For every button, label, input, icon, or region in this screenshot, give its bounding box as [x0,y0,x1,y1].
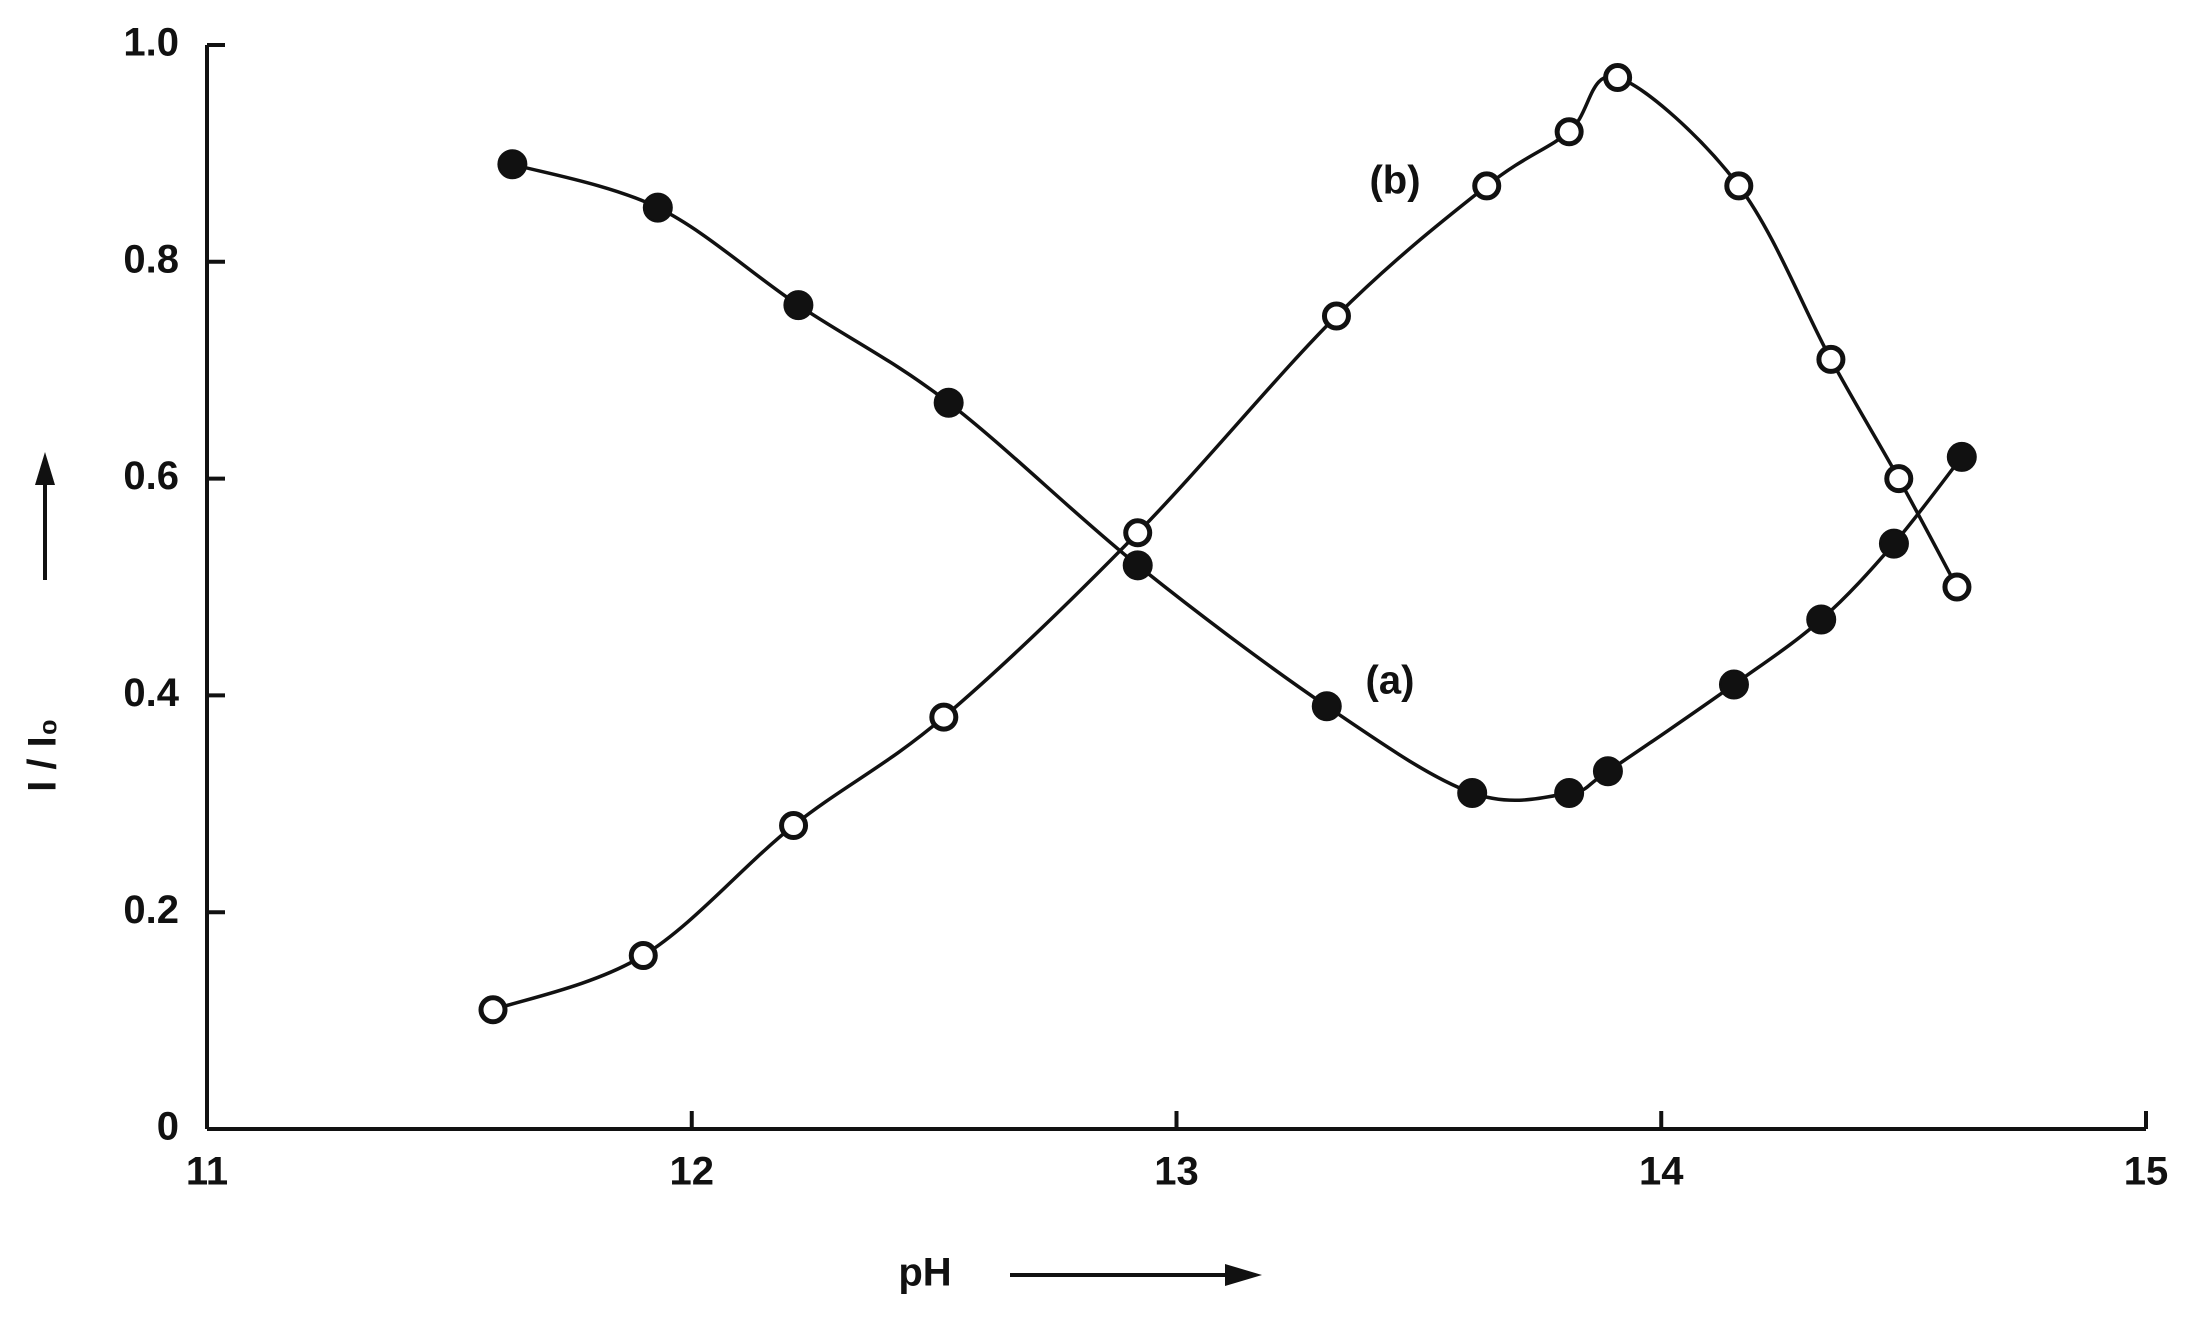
y-tick-label: 0.8 [123,237,179,281]
data-point [1554,117,1584,147]
y-axis-label: I / I₀ [21,718,65,792]
data-point [1718,669,1749,700]
data-point [1816,344,1846,374]
x-axis-label: pH [898,1251,951,1295]
x-tick-label: 15 [2124,1150,2169,1194]
y-tick-label: 0 [157,1105,179,1149]
curve-label: (a) [1366,659,1415,703]
data-point [1321,301,1351,331]
data-point [933,387,964,418]
data-point [497,149,528,180]
data-point [1311,691,1342,722]
y-tick-label: 0.6 [123,454,179,498]
data-point [642,192,673,223]
data-point [929,702,959,732]
x-tick-label: 11 [186,1150,228,1194]
data-point [1554,777,1585,808]
curve-label: (b) [1369,159,1420,203]
y-tick-label: 0.4 [123,671,179,715]
y-tick-label: 0.2 [123,888,179,932]
data-point [1603,63,1633,93]
data-point [1122,550,1153,581]
y-tick-label: 1.0 [123,21,179,65]
x-tick-label: 13 [1154,1150,1199,1194]
y-arrowhead [35,452,55,485]
data-point [779,810,809,840]
data-point [1884,464,1914,494]
data-point [1457,777,1488,808]
data-point [1806,604,1837,635]
data-point [1942,572,1972,602]
data-point [1123,518,1153,548]
x-arrowhead [1225,1264,1262,1286]
x-tick-label: 14 [1639,1150,1684,1194]
x-tick-label: 12 [670,1150,715,1194]
data-point [478,995,508,1025]
curve [511,162,1964,803]
data-point [628,941,658,971]
data-point [1878,528,1909,559]
data-point [1946,441,1977,472]
data-point [1472,171,1502,201]
data-point [783,290,814,321]
data-point [1592,756,1623,787]
data-point [1724,171,1754,201]
curve [492,74,1959,1012]
